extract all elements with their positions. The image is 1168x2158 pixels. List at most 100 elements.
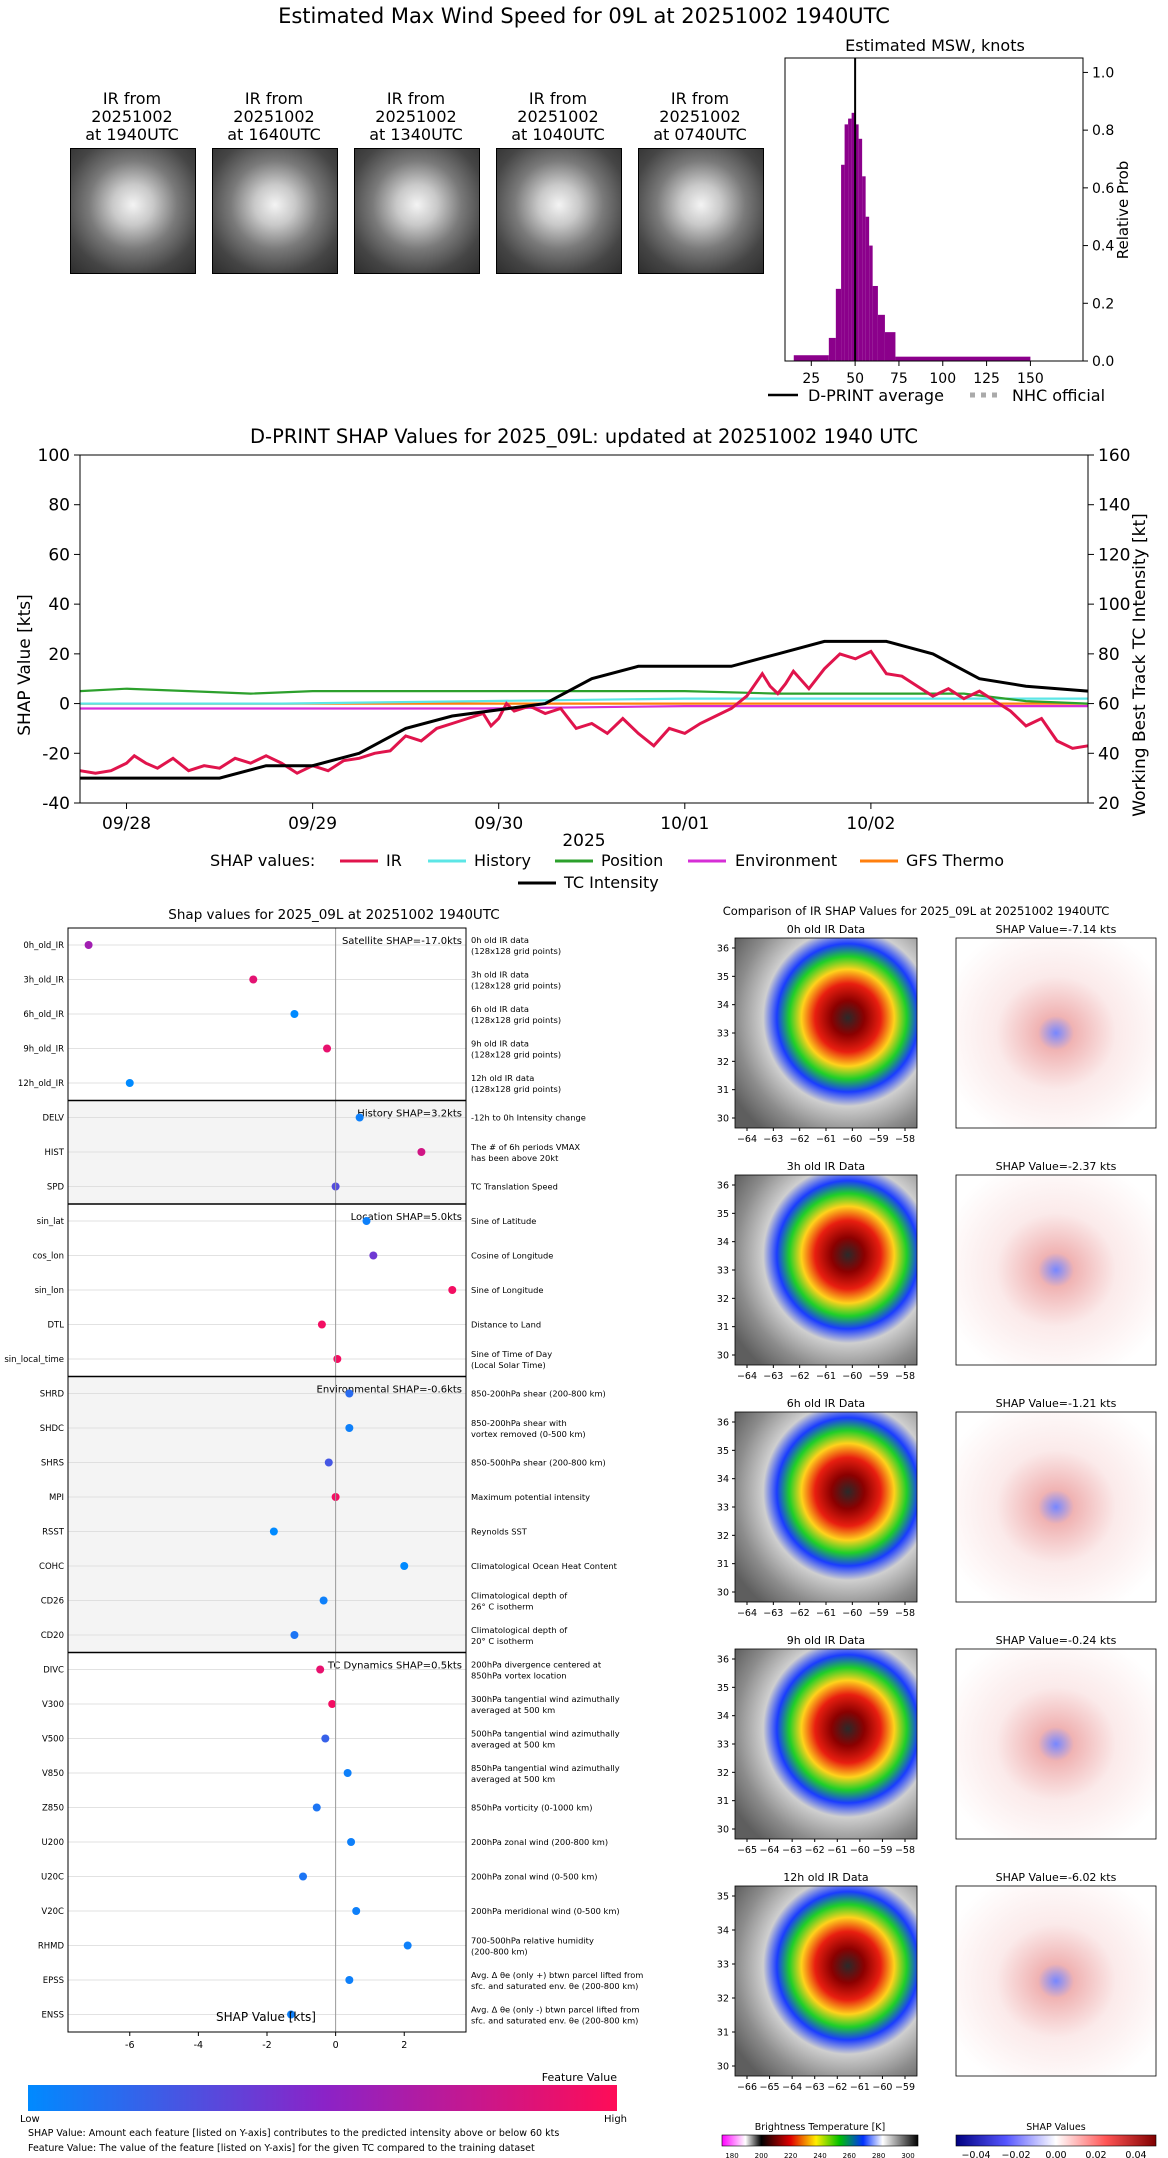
feature-name-label: sin_lon [35,1286,64,1296]
legend-gfs-label: GFS Thermo [906,851,1004,870]
x-tick-label: 100 [929,371,956,387]
ir-y-tick-label: 35 [717,1892,729,1903]
ir-y-tick-label: 33 [717,1960,729,1971]
y2-tick-label: 140 [1098,496,1130,516]
ir-y-tick-label: 35 [717,1446,729,1457]
ir-comparison-panel: Comparison of IR SHAP Values for 2025_09… [717,904,1157,2158]
feature-description: Sine of Longitude [471,1285,543,1295]
feature-description: Climatological depth of [471,1591,568,1601]
shap-colorbar-title: SHAP Values [1026,2122,1086,2133]
ir-x-tick-label: −63 [763,1134,783,1145]
feature-name-label: ENSS [41,2011,64,2021]
shap-tick-label: −0.04 [961,2150,990,2158]
histogram-bar [793,355,829,361]
ir-x-tick-label: −64 [737,1134,757,1145]
bt-tick-label: 200 [755,2152,768,2158]
ir-y-tick-label: 33 [717,1740,729,1751]
feature-description: 6h old IR data [471,1004,529,1014]
ir-y-tick-label: 36 [717,1418,729,1429]
x-tick-label: 125 [973,371,1000,387]
ir-x-tick-label: −59 [872,1845,892,1856]
ir-y-tick-label: 30 [717,1588,729,1599]
feature-name-label: 6h_old_IR [23,1010,64,1020]
x-tick-label: 50 [846,371,864,387]
ir-x-tick-label: −65 [760,2082,780,2093]
ir-image-panel [734,937,918,1129]
ir-x-tick-label: −60 [850,1845,870,1856]
feature-name-label: 9h_old_IR [23,1045,64,1055]
feature-shap-dot [448,1286,457,1294]
feature-shap-dot [317,1320,326,1329]
feature-shap-dot [290,1010,299,1018]
feature-name-label: SHRD [40,1390,65,1400]
ir-y-tick-label: 35 [717,1209,729,1220]
histogram-bar [855,124,859,361]
ir-x-tick-label: −61 [827,1845,847,1856]
feature-description: 850-500hPa shear (200-800 km) [471,1458,606,1468]
ir-panel-title: 9h old IR Data [787,1634,865,1647]
colorbar-high-label: High [604,2114,627,2125]
feature-name-label: SHDC [40,1424,64,1434]
feature-name-label: EPSS [43,1976,64,1986]
histogram-bar [835,288,842,361]
feature-description: 700-500hPa relative humidity [471,1936,594,1946]
y2-tick-label: 40 [1098,744,1120,764]
ir-image-panel [734,1885,918,2077]
y-tick-label: 80 [48,496,70,516]
feature-description: 500hPa tangential wind azimuthally [471,1729,620,1739]
ir-x-tick-label: −58 [895,1845,915,1856]
feature-shap-dot [403,1941,412,1950]
ir-x-tick-label: −62 [790,1608,810,1619]
feature-description: averaged at 500 km [471,1705,555,1715]
feature-description: averaged at 500 km [471,1740,555,1750]
feature-description: 850-200hPa shear with [471,1418,567,1428]
ir-y-tick-label: 33 [717,1266,729,1277]
legend-position-label: Position [601,851,663,870]
ir-x-tick-label: −64 [782,2082,802,2093]
feature-shap-dot [321,1734,330,1743]
feature-description: 850hPa vorticity (0-1000 km) [471,1803,592,1813]
feature-description: The # of 6h periods VMAX [470,1142,580,1152]
ir-image-panel [734,1411,918,1603]
feature-colorbar-title: Feature Value [542,2071,618,2084]
series-history-line [80,697,1088,705]
timeseries-legend: SHAP values: IR History Position Environ… [210,851,1004,892]
tc-intensity-line [80,639,1089,780]
ir-x-tick-label: −63 [782,1845,802,1856]
y-tick-label: -20 [42,744,70,764]
ir-y-tick-label: 34 [717,1237,729,1248]
ir-panel-title: 3h old IR Data [787,1160,865,1173]
feature-description: Climatological Ocean Heat Content [471,1561,618,1571]
ir-y-tick-label: 30 [717,1114,729,1125]
histogram-bar [844,124,849,361]
histogram-ylabel: Relative Prob [1114,161,1132,260]
ir-x-tick-label: −63 [763,1608,783,1619]
brightness-temperature-colorbar [721,2134,919,2147]
histogram-bar [851,112,856,361]
ir-y-tick-label: 31 [717,1559,729,1570]
feature-shap-dot [352,1907,361,1915]
feature-name-label: CD26 [41,1597,64,1607]
feature-shap-dot [324,1458,333,1467]
feature-description: 20° C isotherm [471,1636,533,1646]
feature-name-label: RSST [42,1528,65,1538]
feature-name-label: U20C [41,1873,64,1883]
feature-shap-dot [319,1596,328,1605]
feature-description: (128x128 grid points) [471,1084,561,1094]
ir-thumbnail [496,148,622,274]
feature-description: Avg. Δ θe (only -) btwn parcel lifted fr… [471,2005,639,2015]
feature-shap-dot [287,2010,296,2019]
feature-description: (128x128 grid points) [471,946,561,956]
feature-description: averaged at 500 km [471,1774,555,1784]
feature-name-label: sin_lat [37,1217,65,1227]
bt-tick-label: 300 [901,2152,914,2158]
legend-intensity-label: TC Intensity [563,873,659,892]
feature-name-label: V500 [42,1735,64,1745]
ir-x-tick-label: −59 [895,2082,915,2093]
feature-name-label: 3h_old_IR [23,976,64,986]
ir-x-tick-label: −65 [737,1845,757,1856]
ir-y-tick-label: 32 [717,1294,729,1305]
x-tick-label: 09/28 [102,814,151,834]
feature-description: Distance to Land [471,1320,541,1330]
y-tick-label: 20 [48,645,70,665]
